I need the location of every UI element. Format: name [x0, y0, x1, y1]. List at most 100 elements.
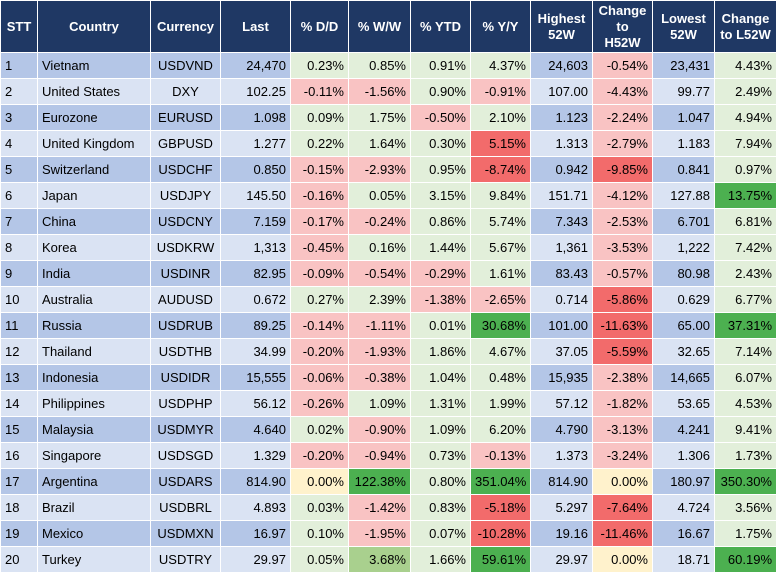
table-cell: 20: [0, 546, 38, 573]
table-cell: 53.65: [652, 390, 715, 417]
table-cell: 12: [0, 338, 38, 365]
table-cell: -8.74%: [470, 156, 531, 183]
table-cell: 2.49%: [714, 78, 777, 105]
table-cell: 1.329: [220, 442, 291, 469]
table-cell: 1.64%: [348, 130, 411, 157]
table-cell: 1.66%: [410, 546, 471, 573]
table-cell: 0.672: [220, 286, 291, 313]
table-cell: 0.22%: [290, 130, 349, 157]
table-cell: -5.59%: [592, 338, 653, 365]
table-cell: Korea: [37, 234, 151, 261]
table-cell: -1.95%: [348, 520, 411, 547]
table-cell: 2.39%: [348, 286, 411, 313]
table-cell: 3.68%: [348, 546, 411, 573]
table-cell: United Kingdom: [37, 130, 151, 157]
table-cell: 180.97: [652, 468, 715, 495]
table-cell: 1.306: [652, 442, 715, 469]
table-cell: USDCHF: [150, 156, 221, 183]
table-cell: 4.790: [530, 416, 593, 443]
table-cell: 107.00: [530, 78, 593, 105]
table-cell: -0.15%: [290, 156, 349, 183]
table-cell: -2.65%: [470, 286, 531, 313]
table-cell: 0.942: [530, 156, 593, 183]
table-cell: 0.05%: [348, 182, 411, 209]
table-cell: 0.714: [530, 286, 593, 313]
table-row: 13 Indonesia USDIDR 15,555 -0.06% -0.38% 1.04%…: [0, 364, 777, 391]
table-cell: AUDUSD: [150, 286, 221, 313]
table-row: 10 Australia AUDUSD 0.672 0.27% 2.39% -1.38% -2…: [0, 286, 777, 313]
column-header: Country: [37, 0, 151, 53]
table-cell: 814.90: [530, 468, 593, 495]
table-cell: 4.53%: [714, 390, 777, 417]
table-row: 7 China USDCNY 7.159 -0.17% -0.24% 0.86% 5.74% 7…: [0, 208, 777, 235]
table-cell: 1.31%: [410, 390, 471, 417]
table-row: 5 Switzerland USDCHF 0.850 -0.15% -2.93% 0.95%…: [0, 156, 777, 183]
table-cell: 0.48%: [470, 364, 531, 391]
table-cell: 37.05: [530, 338, 593, 365]
table-cell: 0.00%: [592, 546, 653, 573]
table-cell: 37.31%: [714, 312, 777, 339]
table-cell: 1,361: [530, 234, 593, 261]
table-cell: USDVND: [150, 52, 221, 79]
table-row: 16 Singapore USDSGD 1.329 -0.20% -0.94% 0.73% -…: [0, 442, 777, 469]
table-cell: 13.75%: [714, 182, 777, 209]
table-cell: -2.24%: [592, 104, 653, 131]
table-cell: -1.42%: [348, 494, 411, 521]
column-header: Currency: [150, 0, 221, 53]
table-cell: Malaysia: [37, 416, 151, 443]
column-header: Last: [220, 0, 291, 53]
table-cell: Mexico: [37, 520, 151, 547]
column-header: Change to H52W: [592, 0, 653, 53]
table-cell: USDSGD: [150, 442, 221, 469]
table-cell: 1.44%: [410, 234, 471, 261]
column-header: Highest 52W: [530, 0, 593, 53]
table-cell: 1.09%: [348, 390, 411, 417]
table-cell: -0.29%: [410, 260, 471, 287]
table-cell: 7.14%: [714, 338, 777, 365]
table-cell: -1.93%: [348, 338, 411, 365]
table-cell: -3.53%: [592, 234, 653, 261]
table-cell: 0.07%: [410, 520, 471, 547]
table-cell: 15,935: [530, 364, 593, 391]
table-cell: 1.99%: [470, 390, 531, 417]
table-row: 15 Malaysia USDMYR 4.640 0.02% -0.90% 1.09% 6.2…: [0, 416, 777, 443]
table-cell: USDTHB: [150, 338, 221, 365]
table-cell: 34.99: [220, 338, 291, 365]
table-cell: 15: [0, 416, 38, 443]
table-cell: 5.67%: [470, 234, 531, 261]
table-cell: 1.61%: [470, 260, 531, 287]
table-row: 17 Argentina USDARS 814.90 0.00% 122.38% 0.80%…: [0, 468, 777, 495]
table-cell: 6.81%: [714, 208, 777, 235]
table-cell: -11.63%: [592, 312, 653, 339]
table-cell: 8: [0, 234, 38, 261]
table-cell: 15,555: [220, 364, 291, 391]
table-cell: USDMYR: [150, 416, 221, 443]
table-row: 3 Eurozone EURUSD 1.098 0.09% 1.75% -0.50% 2.10…: [0, 104, 777, 131]
table-cell: 1.86%: [410, 338, 471, 365]
table-cell: 145.50: [220, 182, 291, 209]
table-cell: 3.15%: [410, 182, 471, 209]
table-cell: 60.19%: [714, 546, 777, 573]
table-cell: 9: [0, 260, 38, 287]
table-cell: 1.277: [220, 130, 291, 157]
table-row: 18 Brazil USDBRL 4.893 0.03% -1.42% 0.83% -5.18…: [0, 494, 777, 521]
table-cell: -0.09%: [290, 260, 349, 287]
table-cell: 0.01%: [410, 312, 471, 339]
table-cell: 4: [0, 130, 38, 157]
table-cell: 5.15%: [470, 130, 531, 157]
column-header: Lowest 52W: [652, 0, 715, 53]
table-cell: 89.25: [220, 312, 291, 339]
table-cell: 5.297: [530, 494, 593, 521]
table-cell: 23,431: [652, 52, 715, 79]
table-cell: 5: [0, 156, 38, 183]
table-cell: 0.05%: [290, 546, 349, 573]
table-cell: 0.00%: [290, 468, 349, 495]
table-cell: Turkey: [37, 546, 151, 573]
table-cell: 4.67%: [470, 338, 531, 365]
table-cell: Singapore: [37, 442, 151, 469]
table-cell: -0.57%: [592, 260, 653, 287]
table-cell: USDCNY: [150, 208, 221, 235]
table-cell: 1.313: [530, 130, 593, 157]
table-cell: USDIDR: [150, 364, 221, 391]
